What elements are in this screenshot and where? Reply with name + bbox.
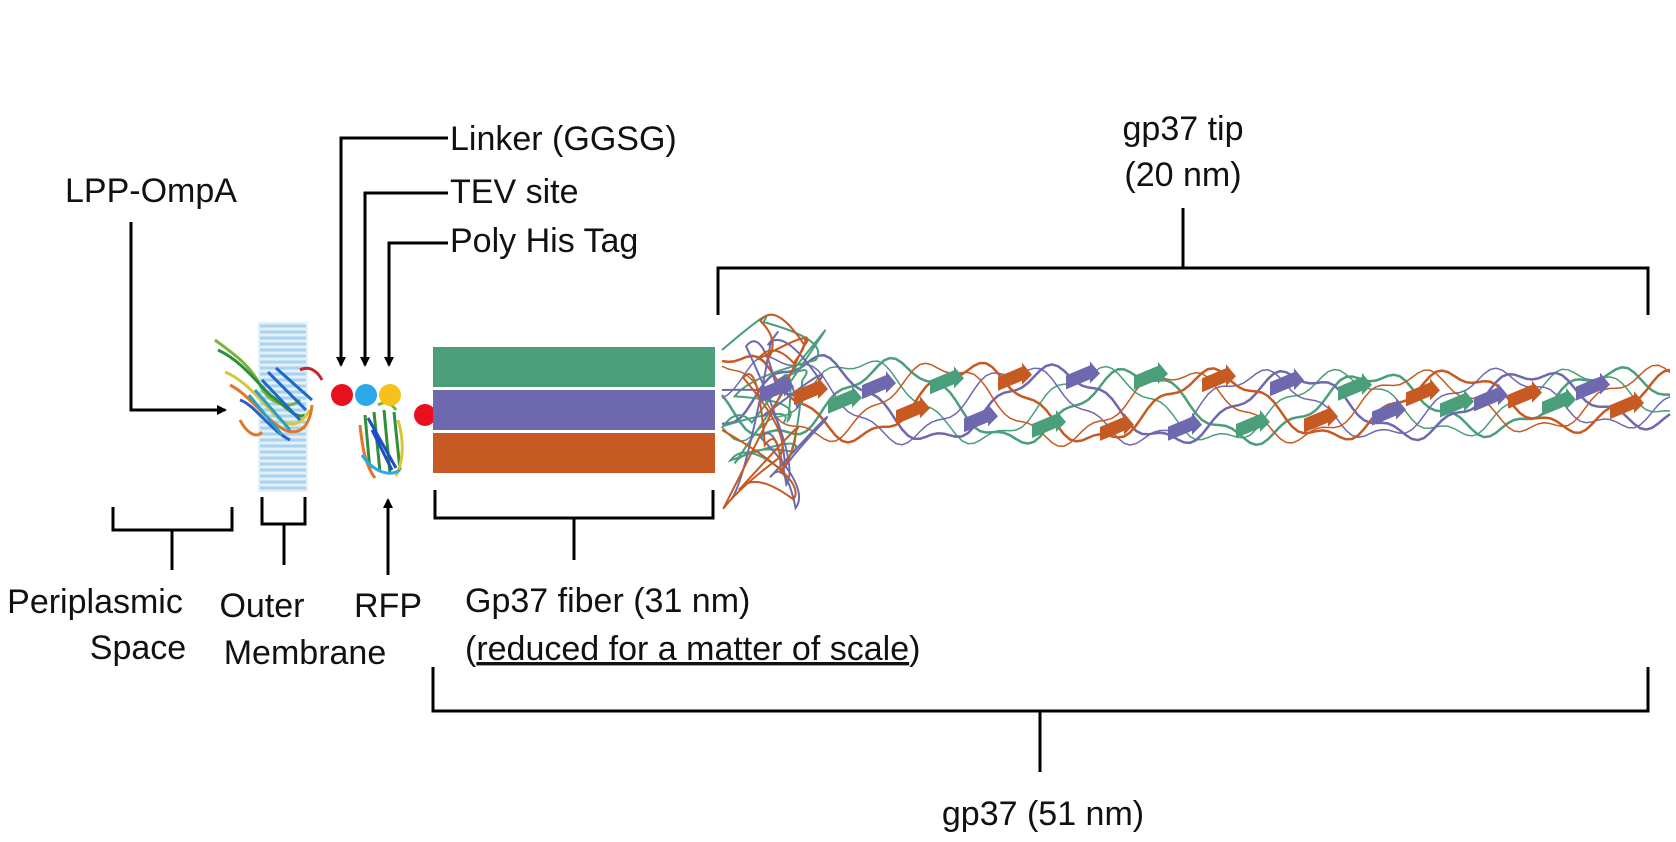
his-tag-label: Poly His Tag [450,222,638,260]
beta-sheet-arrow [1134,362,1168,390]
rfp-label: RFP [354,587,422,625]
tev-arrow [365,193,448,365]
outer-membrane-label-line2: Membrane [224,634,387,672]
beta-sheet-arrow [998,363,1032,391]
tip-strand-purple [722,356,1670,445]
fiber-band-purple [433,390,715,430]
fiber-label-scale-note: reduced for a matter of scale [476,630,909,668]
triple-helix-fiber-icon [722,315,1670,509]
beta-sheet-arrow [1610,391,1644,419]
outer-membrane-bracket [262,497,305,565]
beta-sheet-arrow [1168,413,1202,441]
linker-label: Linker (GGSG) [450,120,677,158]
tip-bracket [718,208,1648,315]
tip-label-line1: gp37 tip [1123,110,1244,148]
his-tag-circle [379,384,401,406]
gp37-total-bracket [433,667,1648,772]
linker-arrow [341,138,448,365]
beta-barrel-icon [360,403,402,478]
fiber-label-close-paren: ) [909,630,920,668]
tip-strand-green [722,358,1670,445]
fiber-band-orange [433,433,715,473]
linker-circle [331,384,353,406]
his-arrow [389,243,448,365]
outer-membrane-label-line1: Outer [219,587,304,625]
tev-site-label: TEV site [450,173,578,211]
tev-site-circle [355,384,377,406]
fiber-label-line2: (reduced for a matter of scale) [465,630,920,668]
fiber-label-open-paren: ( [465,630,477,668]
periplasmic-label-line1: Periplasmic [7,583,183,621]
lpp-ompa-label: LPP-OmpA [65,172,237,210]
periplasmic-label-line2: Space [90,629,186,667]
fiber-bracket [435,490,713,560]
beta-sheet-arrow [964,404,998,432]
periplasmic-bracket [113,507,232,570]
tip-label-line2: (20 nm) [1124,156,1241,194]
lpp-arrow [131,222,225,410]
linker-circle-2 [414,404,436,426]
tip-strand-green [722,361,1670,444]
beta-sheet-arrow [862,371,896,399]
beta-sheet-arrow [1304,405,1338,433]
gp37-total-label: gp37 (51 nm) [942,795,1144,833]
fiber-label-line1: Gp37 fiber (31 nm) [465,582,750,620]
beta-sheet-arrow [1508,381,1542,409]
fiber-band-green [433,347,715,387]
